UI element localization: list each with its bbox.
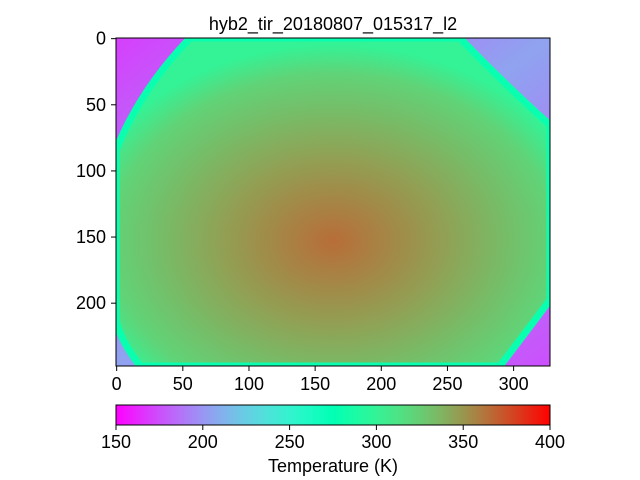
colorbar-tick-label: 350 xyxy=(448,432,478,452)
x-tick-label: 100 xyxy=(234,374,264,394)
plot-frame xyxy=(115,37,551,367)
chart-title: hyb2_tir_20180807_015317_l2 xyxy=(209,14,457,35)
asteroid-disk xyxy=(116,38,550,366)
x-tick-label: 50 xyxy=(173,374,193,394)
heatmap-image xyxy=(116,38,550,366)
y-tick-label: 150 xyxy=(76,227,106,247)
y-tick-label: 50 xyxy=(86,95,106,115)
colorbar-tick-label: 400 xyxy=(535,432,565,452)
x-tick-label: 150 xyxy=(300,374,330,394)
colorbar-tick-label: 250 xyxy=(275,432,305,452)
x-tick-label: 200 xyxy=(366,374,396,394)
colorbar-tick-label: 300 xyxy=(361,432,391,452)
colorbar-label: Temperature (K) xyxy=(268,456,398,476)
x-tick-label: 300 xyxy=(499,374,529,394)
colorbar xyxy=(115,404,551,426)
x-axis: 0 50 100 150 200 250 300 xyxy=(112,366,529,394)
colorbar-tick-label: 150 xyxy=(101,432,131,452)
x-tick-label: 250 xyxy=(432,374,462,394)
x-tick-label: 0 xyxy=(112,374,122,394)
colorbar-axis: 150 200 250 300 350 400 xyxy=(101,425,565,452)
colorbar-tick-label: 200 xyxy=(188,432,218,452)
y-tick-label: 200 xyxy=(76,293,106,313)
y-axis: 0 50 100 150 200 xyxy=(76,29,116,313)
y-tick-label: 100 xyxy=(76,161,106,181)
y-tick-label: 0 xyxy=(96,29,106,49)
